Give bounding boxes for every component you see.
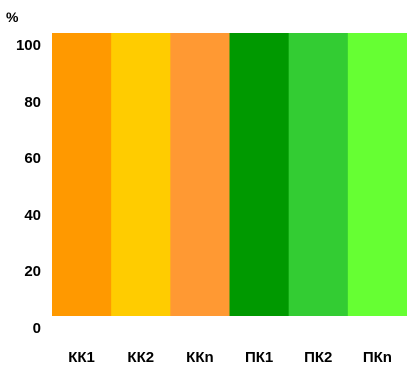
- x-category-label: ПК1: [245, 349, 273, 366]
- y-axis-unit-label: %: [6, 9, 19, 25]
- x-axis-labels: КК1 КК2 ККn ПК1 ПК2 ПКn: [68, 349, 392, 366]
- bar-2: [111, 33, 171, 316]
- y-axis-ticks: 0 20 40 60 80 100: [16, 37, 41, 337]
- x-category-label: ПКn: [363, 349, 392, 366]
- bar-6: [347, 33, 407, 316]
- x-category-label: ПК2: [304, 349, 332, 366]
- y-tick-label: 80: [24, 94, 41, 111]
- bar-1: [52, 33, 112, 316]
- y-tick-label: 20: [24, 263, 41, 280]
- y-tick-label: 40: [24, 207, 41, 224]
- y-tick-label: 60: [24, 150, 41, 167]
- x-category-label: КК1: [68, 349, 95, 366]
- y-tick-label: 100: [16, 37, 41, 54]
- x-category-label: КК2: [127, 349, 154, 366]
- x-category-label: ККn: [186, 349, 213, 366]
- y-tick-label: 0: [33, 320, 41, 337]
- bar-4: [229, 33, 290, 316]
- bars: [52, 33, 407, 316]
- bar-5: [288, 33, 349, 316]
- bar-3: [170, 33, 230, 316]
